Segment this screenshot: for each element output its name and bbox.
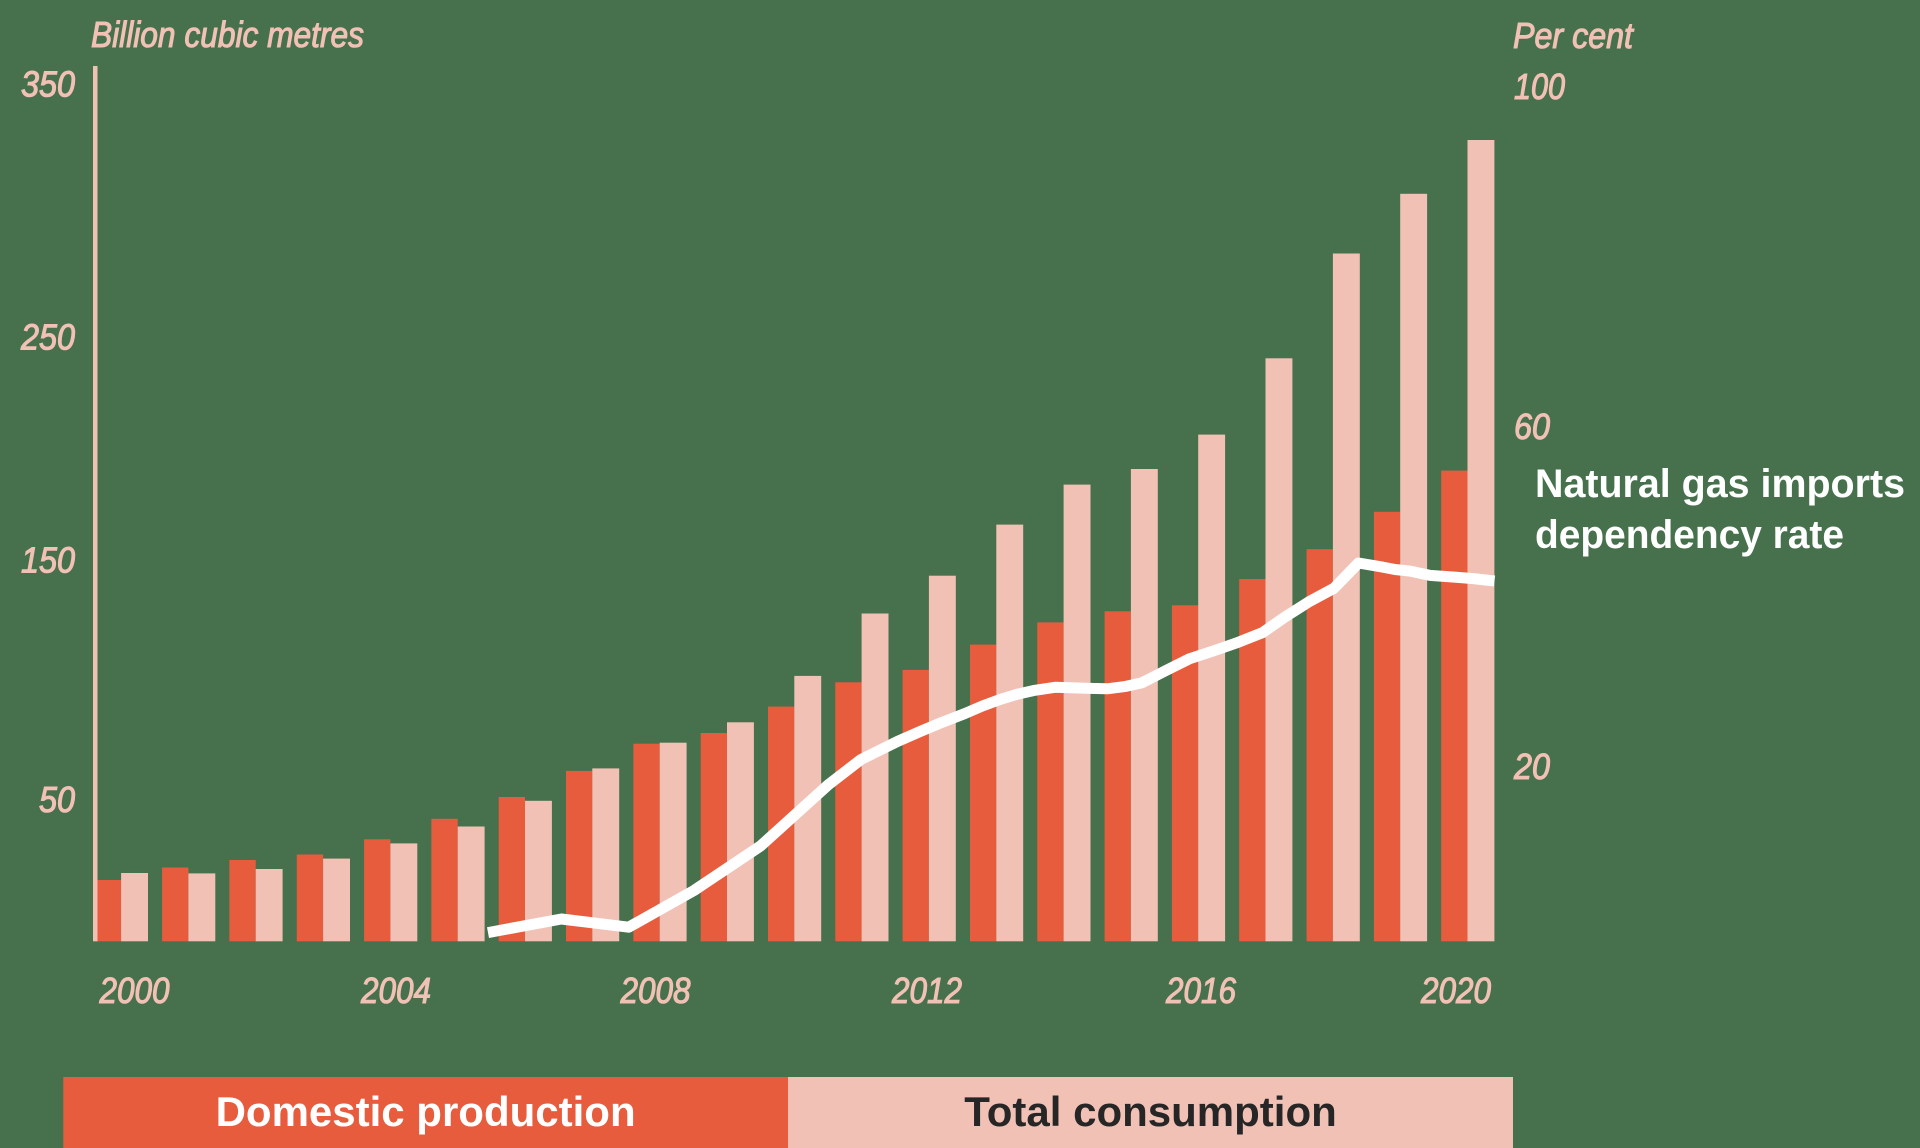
svg-text:Total consumption: Total consumption [964,1088,1337,1135]
svg-text:20: 20 [1513,746,1550,787]
svg-text:60: 60 [1514,406,1550,447]
svg-text:100: 100 [1514,66,1565,107]
svg-text:2020: 2020 [1420,970,1491,1011]
svg-text:2000: 2000 [99,970,170,1011]
svg-text:Per cent: Per cent [1513,15,1635,56]
svg-text:2012: 2012 [891,970,962,1011]
svg-text:50: 50 [39,779,75,820]
svg-text:250: 250 [20,316,75,357]
svg-text:dependency rate: dependency rate [1535,513,1844,557]
svg-text:150: 150 [21,539,75,580]
svg-text:350: 350 [21,64,75,105]
svg-text:2016: 2016 [1165,970,1237,1011]
svg-text:2004: 2004 [360,970,431,1011]
svg-text:Natural gas imports: Natural gas imports [1535,462,1905,506]
svg-text:2008: 2008 [620,970,691,1011]
svg-text:Domestic production: Domestic production [216,1088,636,1135]
svg-text:Billion cubic metres: Billion cubic metres [91,14,364,55]
